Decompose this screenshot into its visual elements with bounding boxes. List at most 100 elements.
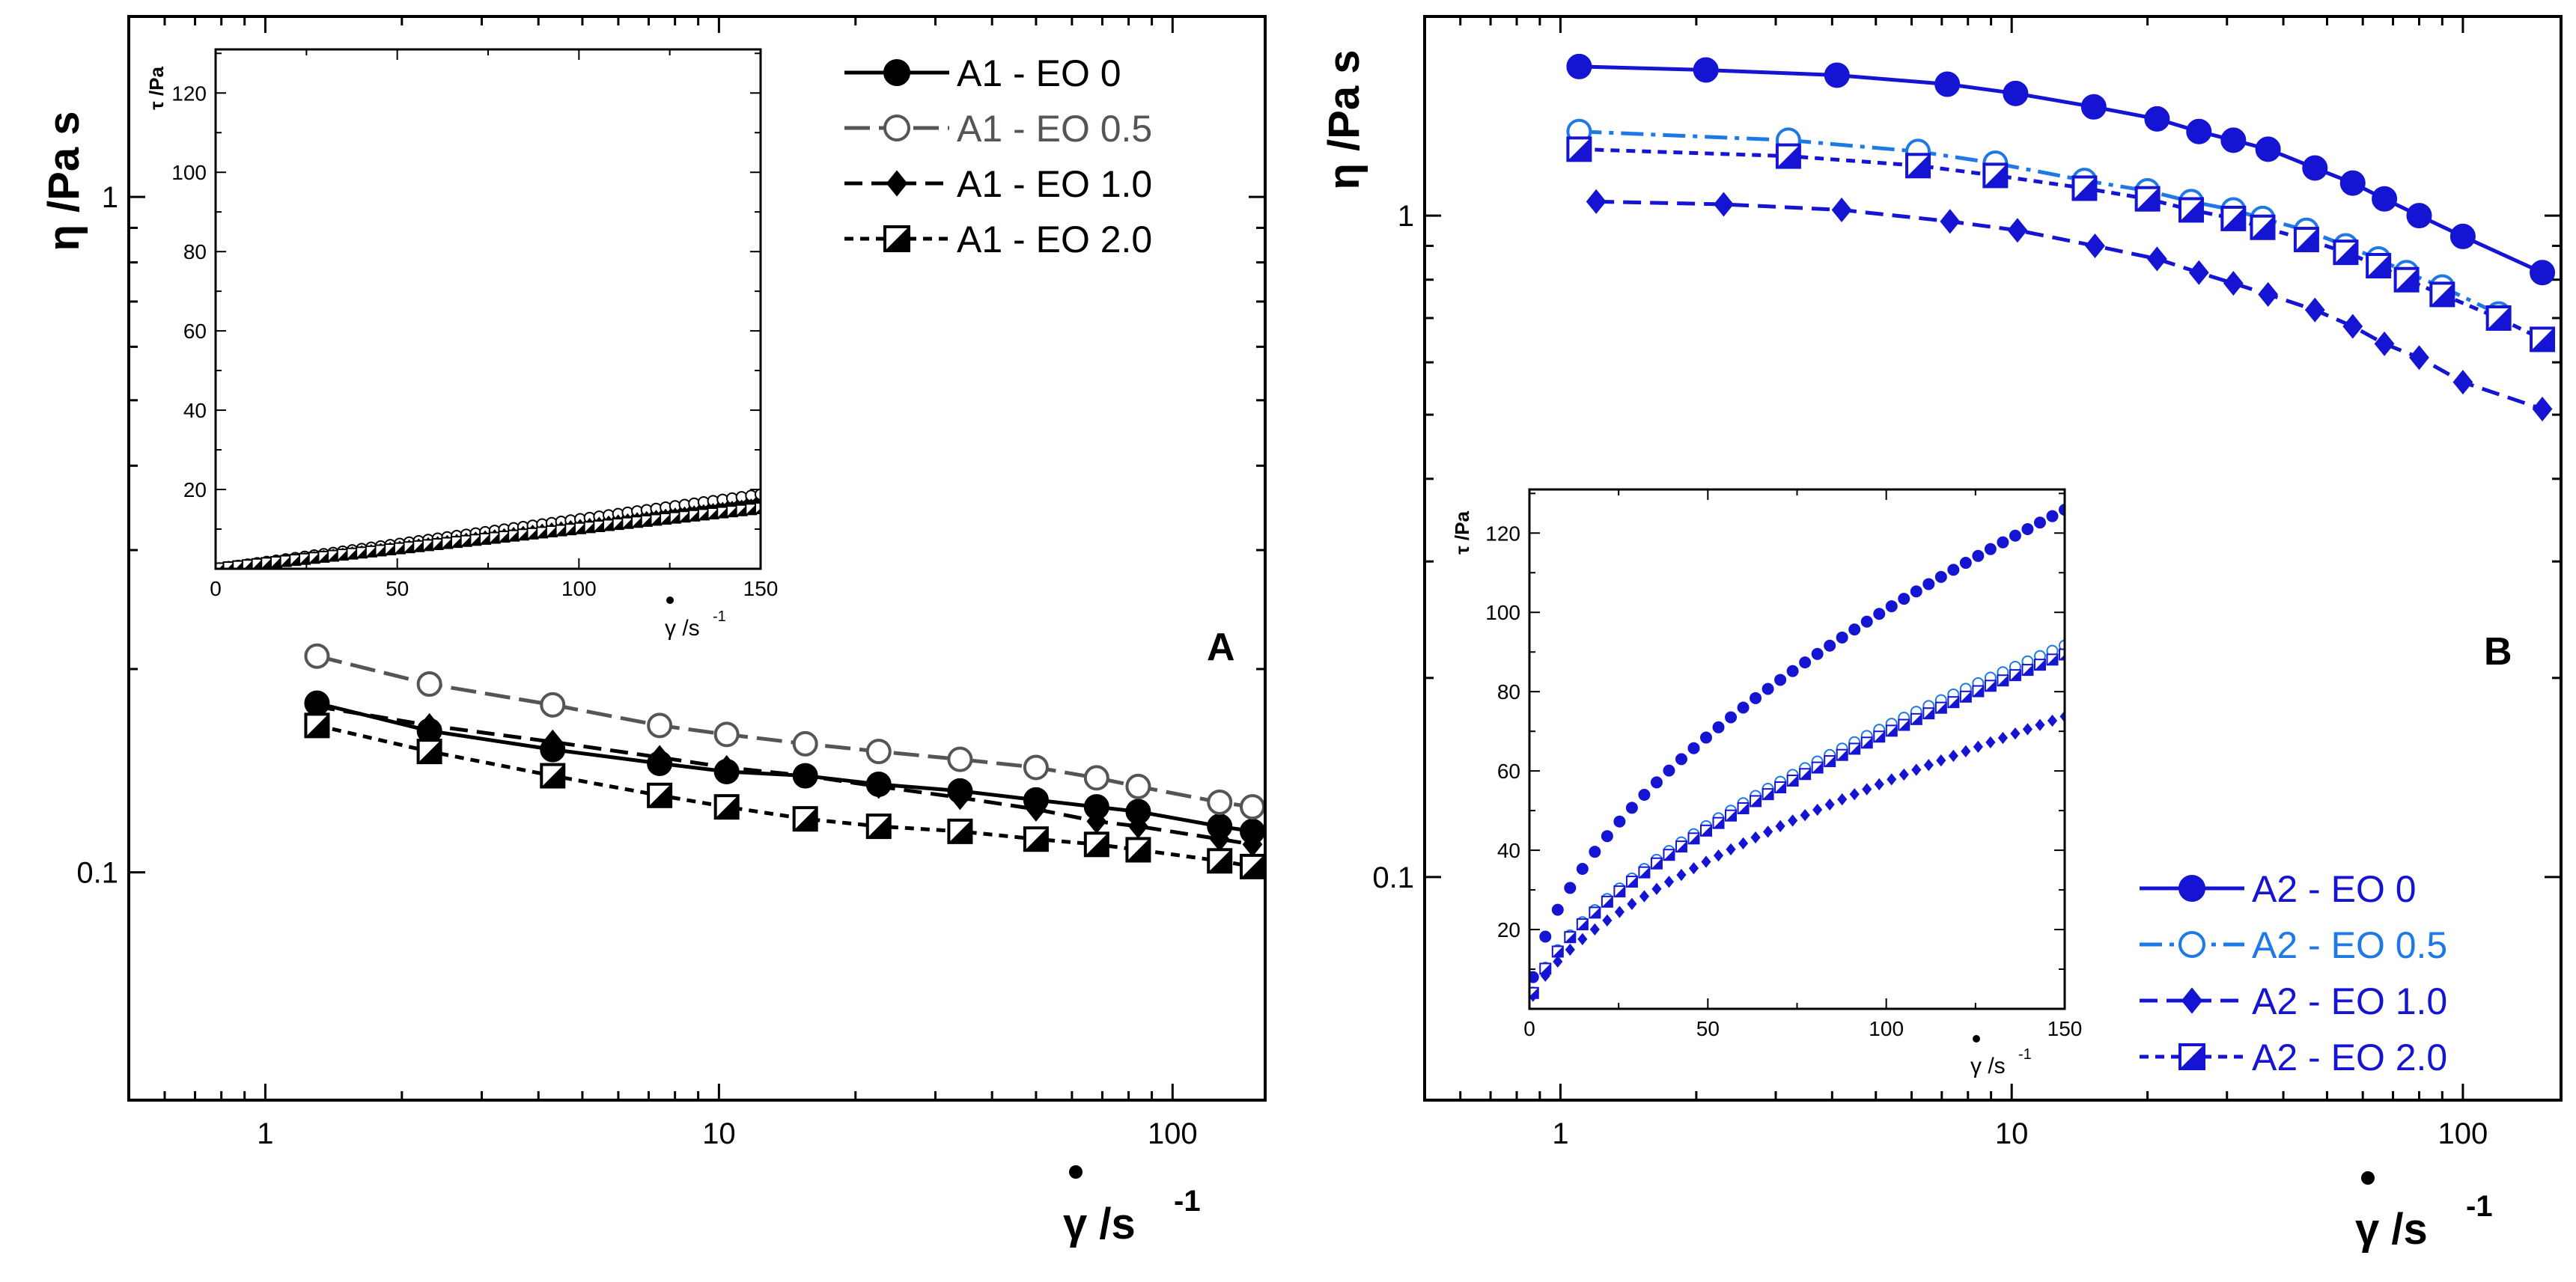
inset-data-point	[1529, 986, 1539, 999]
data-point	[2409, 345, 2429, 370]
data-point	[304, 712, 330, 739]
inset-y-tick-label: 40	[1497, 839, 1520, 862]
inset-data-point	[1663, 764, 1675, 777]
inset-data-point	[1922, 707, 1935, 720]
inset-data-point	[1701, 855, 1711, 868]
inset-data-point	[1984, 543, 1997, 555]
inset-data-point	[1650, 857, 1663, 870]
data-point	[1125, 773, 1151, 799]
x-tick-label: 1	[1552, 1117, 1568, 1150]
series-a1-eo-1-0	[307, 694, 1263, 857]
data-point	[540, 692, 566, 718]
data-point	[1207, 848, 1233, 874]
inset-data-point	[1762, 788, 1774, 801]
data-point	[713, 794, 740, 820]
data-point	[2085, 233, 2105, 259]
panel-b-inset-ylabel: τ /Pa	[1451, 511, 1473, 555]
inset-y-tick-label: 40	[183, 399, 207, 422]
inset-data-point	[1972, 549, 1985, 562]
inset-data-point	[1589, 923, 1600, 936]
inset-data-point	[1675, 840, 1687, 853]
data-point	[1207, 789, 1233, 815]
inset-x-tick-label: 100	[1869, 1017, 1904, 1040]
data-point	[1566, 53, 1592, 79]
inset-data-point	[1837, 793, 1848, 806]
data-point	[2178, 197, 2205, 223]
panel-b-xlabel: γ /s -1	[2355, 1171, 2493, 1254]
inset-data-point	[1700, 731, 1713, 744]
inset-data-point	[317, 550, 330, 563]
panel-b-legend: A2 - EO 0 A2 - EO 0.5 A2 - EO 1.0 A2 - EO 2…	[2140, 868, 2447, 1078]
inset-series-a2-eo-2-0	[1529, 648, 2065, 999]
data-point	[416, 671, 442, 698]
inset-data-point	[1774, 674, 1787, 686]
inset-data-point	[1898, 593, 1910, 605]
data-point	[865, 814, 892, 840]
inset-data-point	[1824, 798, 1835, 811]
inset-data-point	[460, 534, 472, 547]
legend-label: A1 - EO 1.0	[957, 163, 1152, 205]
inset-data-point	[1898, 718, 1910, 731]
inset-data-point	[1676, 868, 1687, 882]
panel-a-inset-xlabel-text: γ /s	[665, 616, 700, 641]
data-point	[716, 754, 737, 780]
inset-data-point	[1985, 736, 1996, 749]
inset-data-point	[2047, 714, 2058, 727]
panel-a-xlabel-exp: -1	[1174, 1185, 1201, 1218]
data-point	[647, 782, 673, 808]
data-point	[2220, 205, 2247, 231]
inset-data-point	[1911, 763, 1922, 776]
data-point	[540, 763, 566, 789]
inset-data-point	[1602, 914, 1613, 927]
inset-data-point	[412, 540, 425, 552]
inset-data-point	[1564, 882, 1577, 894]
data-point	[950, 785, 970, 811]
inset-data-point	[1762, 683, 1774, 695]
inset-y-tick-label: 100	[171, 161, 207, 184]
inset-data-point	[1613, 815, 1626, 828]
inset-data-point	[660, 513, 672, 525]
panel-b-series	[1566, 53, 2556, 422]
data-point	[2429, 281, 2455, 308]
inset-data-point	[508, 529, 520, 542]
panel-a-inset-frame	[214, 48, 762, 570]
inset-data-point	[2009, 669, 2021, 682]
inset-y-tick-label: 60	[1497, 760, 1520, 783]
legend-entry: A1 - EO 1.0	[844, 163, 1152, 205]
data-point	[2302, 155, 2328, 181]
data-point	[2293, 227, 2319, 253]
data-point	[1905, 153, 1931, 179]
inset-data-point	[1775, 819, 1785, 832]
inset-data-point	[1848, 742, 1861, 755]
inset-data-point	[2010, 727, 2021, 740]
panel-a-xlabel-text: γ /s	[1063, 1200, 1136, 1248]
data-point	[868, 774, 889, 799]
inset-data-point	[725, 505, 738, 518]
inset-data-point	[1576, 863, 1589, 876]
inset-data-point	[421, 539, 434, 552]
inset-data-point	[261, 557, 273, 569]
inset-data-point	[1947, 564, 1960, 576]
legend-label: A1 - EO 0.5	[957, 108, 1152, 150]
inset-data-point	[1849, 788, 1860, 801]
inset-data-point	[479, 532, 492, 545]
inset-data-point	[289, 554, 302, 567]
inset-series-a2-eo-1-0	[1529, 710, 2065, 1002]
inset-data-point	[1638, 866, 1651, 879]
data-point	[1714, 192, 1734, 217]
panel-a-inset-xlabel-dot	[666, 596, 674, 604]
series-a2-eo-0-5	[1566, 118, 2512, 327]
panel-a-tick-labels: 1 10 100 0.1 1	[76, 181, 1197, 1150]
data-point	[2007, 218, 2028, 243]
inset-data-point	[583, 521, 596, 534]
inset-data-point	[1638, 788, 1651, 801]
data-point	[2188, 260, 2209, 285]
data-point	[2255, 136, 2281, 162]
panel-b-tick-labels: 1 10 100 0.1 1	[1372, 200, 2488, 1150]
panel-b-inset: 0 50 100 150 20 40 60 80 100 120 τ /Pa γ /s -1	[1451, 488, 2082, 1078]
x-tick-label: 10	[1995, 1117, 2029, 1150]
panel-b-inset-xlabel: γ /s -1	[1970, 1035, 2032, 1078]
series-line	[1579, 129, 2500, 316]
data-point	[1824, 62, 1850, 88]
